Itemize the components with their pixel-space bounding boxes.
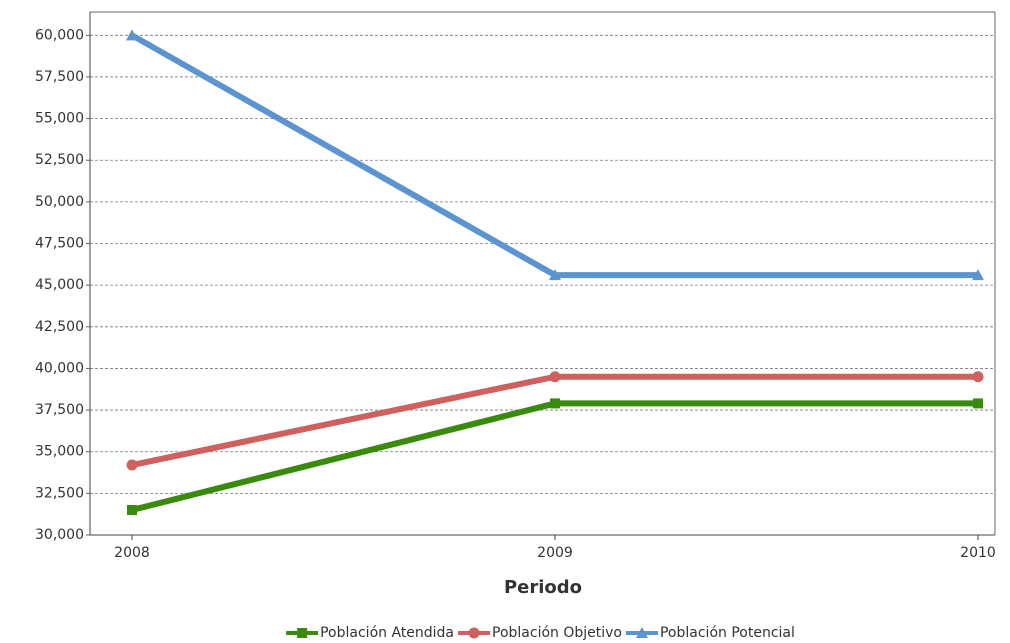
y-tick-label: 57,500 bbox=[35, 69, 84, 85]
y-tick-label: 37,500 bbox=[35, 402, 84, 418]
legend: Población Atendida Población Objetivo Pobl… bbox=[286, 625, 795, 641]
marker bbox=[635, 627, 648, 638]
marker bbox=[550, 398, 560, 409]
marker bbox=[126, 459, 138, 471]
marker bbox=[972, 269, 984, 281]
marker bbox=[972, 371, 984, 383]
y-tick-label: 55,000 bbox=[35, 111, 84, 127]
y-tick-label: 40,000 bbox=[35, 360, 84, 376]
y-tick-label: 50,000 bbox=[35, 194, 84, 210]
legend-label: Población Potencial bbox=[660, 625, 795, 641]
marker bbox=[468, 627, 480, 639]
series-line bbox=[130, 32, 978, 279]
marker bbox=[973, 398, 983, 409]
y-tick-label: 35,000 bbox=[35, 444, 84, 460]
y-tick-label: 30,000 bbox=[35, 527, 84, 543]
legend-label: Población Atendida bbox=[320, 625, 454, 641]
y-tick-label: 60,000 bbox=[35, 27, 84, 43]
x-axis-title: Periodo bbox=[504, 577, 582, 598]
x-tick-label: 2009 bbox=[537, 545, 573, 561]
y-tick-label: 52,500 bbox=[35, 152, 84, 168]
x-tick-label: 2010 bbox=[960, 545, 996, 561]
legend-label: Población Objetivo bbox=[492, 625, 622, 641]
y-tick-label: 42,500 bbox=[35, 319, 84, 335]
x-tick-label: 2008 bbox=[114, 545, 150, 561]
y-tick-label: 45,000 bbox=[35, 277, 84, 293]
y-tick-label: 32,500 bbox=[35, 485, 84, 501]
marker bbox=[126, 29, 138, 41]
marker bbox=[127, 505, 137, 516]
marker bbox=[549, 371, 561, 383]
marker bbox=[297, 628, 308, 638]
marker bbox=[549, 269, 561, 281]
series-line bbox=[131, 400, 978, 513]
y-tick-label: 47,500 bbox=[35, 236, 84, 252]
